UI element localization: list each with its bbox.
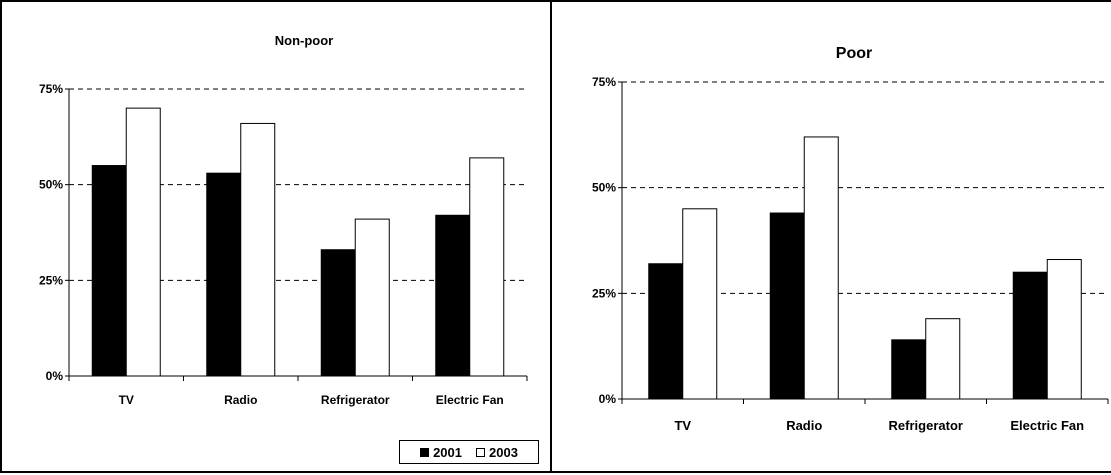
y-tick-label: 25% xyxy=(592,286,616,300)
x-tick-label: TV xyxy=(119,393,134,407)
bar-2001-electric-fan xyxy=(1012,271,1048,400)
bar-2003-refrigerator xyxy=(925,318,961,400)
x-tick-label: Electric Fan xyxy=(436,393,504,407)
bar-2003-radio xyxy=(240,122,276,377)
bar-2001-radio xyxy=(206,172,242,377)
legend-label-2003: 2003 xyxy=(489,444,518,460)
x-tick-label: TV xyxy=(674,418,691,433)
legend-swatch-2001 xyxy=(420,447,430,457)
chart-poor: Poor TV Radio Refrigerator Electric Fan 0% 25%… xyxy=(592,45,1109,433)
legend-item-2001: 2001 xyxy=(420,445,462,460)
legend-item-2003: 2003 xyxy=(476,445,518,460)
x-tick-label: Refrigerator xyxy=(321,393,390,407)
bar-2001-tv xyxy=(648,263,684,400)
y-tick-label: 50% xyxy=(592,181,616,195)
legend-label-2001: 2001 xyxy=(433,444,462,460)
x-tick-label: Radio xyxy=(224,393,257,407)
bar-2001-electric-fan xyxy=(435,214,471,377)
bar-2001-tv xyxy=(91,165,127,377)
y-tick-label: 50% xyxy=(39,178,63,192)
bar-2003-tv xyxy=(125,107,161,377)
bar-2003-electric-fan xyxy=(1046,259,1082,400)
chart-non-poor: Non-poor TV Radio Refrigerator Electric Fan 0… xyxy=(39,33,528,407)
x-tick-label: Refrigerator xyxy=(889,418,963,433)
chart-panel-non-poor: Non-poor TV Radio Refrigerator Electric Fan 0… xyxy=(0,0,552,473)
y-tick-label: 75% xyxy=(592,75,616,89)
bar-2001-radio xyxy=(769,212,805,400)
y-tick-label: 0% xyxy=(599,392,617,406)
legend: 2001 2003 xyxy=(399,440,539,464)
chart-panel-poor: Poor TV Radio Refrigerator Electric Fan 0% 25%… xyxy=(552,0,1111,473)
y-tick-label: 75% xyxy=(39,82,63,96)
bar-2003-electric-fan xyxy=(469,157,505,377)
chart-title: Poor xyxy=(836,45,872,62)
chart-title: Non-poor xyxy=(275,33,333,48)
x-tick-label: Radio xyxy=(786,418,822,433)
bar-2003-refrigerator xyxy=(354,218,390,377)
x-tick-label: Electric Fan xyxy=(1010,418,1084,433)
bar-2001-refrigerator xyxy=(891,339,927,400)
y-tick-label: 25% xyxy=(39,273,63,287)
legend-swatch-2003 xyxy=(476,447,485,457)
bar-2003-radio xyxy=(803,136,839,400)
bar-2003-tv xyxy=(682,208,718,400)
y-tick-label: 0% xyxy=(46,369,64,383)
bar-2001-refrigerator xyxy=(320,249,356,377)
